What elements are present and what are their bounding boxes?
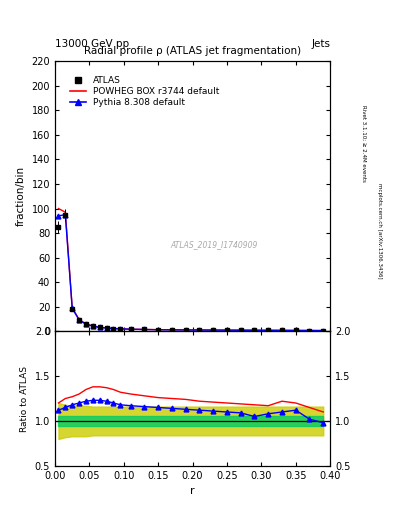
X-axis label: r: r: [190, 486, 195, 496]
Text: Rivet 3.1.10; ≥ 2.4M events: Rivet 3.1.10; ≥ 2.4M events: [361, 105, 366, 182]
Y-axis label: Ratio to ATLAS: Ratio to ATLAS: [20, 366, 29, 432]
Text: ATLAS_2019_I1740909: ATLAS_2019_I1740909: [171, 240, 258, 249]
Text: Radial profile ρ (ATLAS jet fragmentation): Radial profile ρ (ATLAS jet fragmentatio…: [84, 46, 301, 56]
Text: 13000 GeV pp: 13000 GeV pp: [55, 38, 129, 49]
Y-axis label: fraction/bin: fraction/bin: [16, 166, 26, 226]
Legend: ATLAS, POWHEG BOX r3744 default, Pythia 8.308 default: ATLAS, POWHEG BOX r3744 default, Pythia …: [68, 74, 221, 109]
Text: Jets: Jets: [311, 38, 330, 49]
Text: mcplots.cern.ch [arXiv:1306.3436]: mcplots.cern.ch [arXiv:1306.3436]: [377, 183, 382, 278]
